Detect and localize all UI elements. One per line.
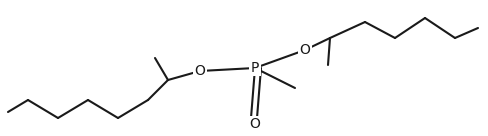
Text: P: P: [251, 61, 259, 75]
Text: O: O: [300, 43, 310, 57]
Text: O: O: [249, 117, 261, 131]
Text: O: O: [195, 64, 205, 78]
